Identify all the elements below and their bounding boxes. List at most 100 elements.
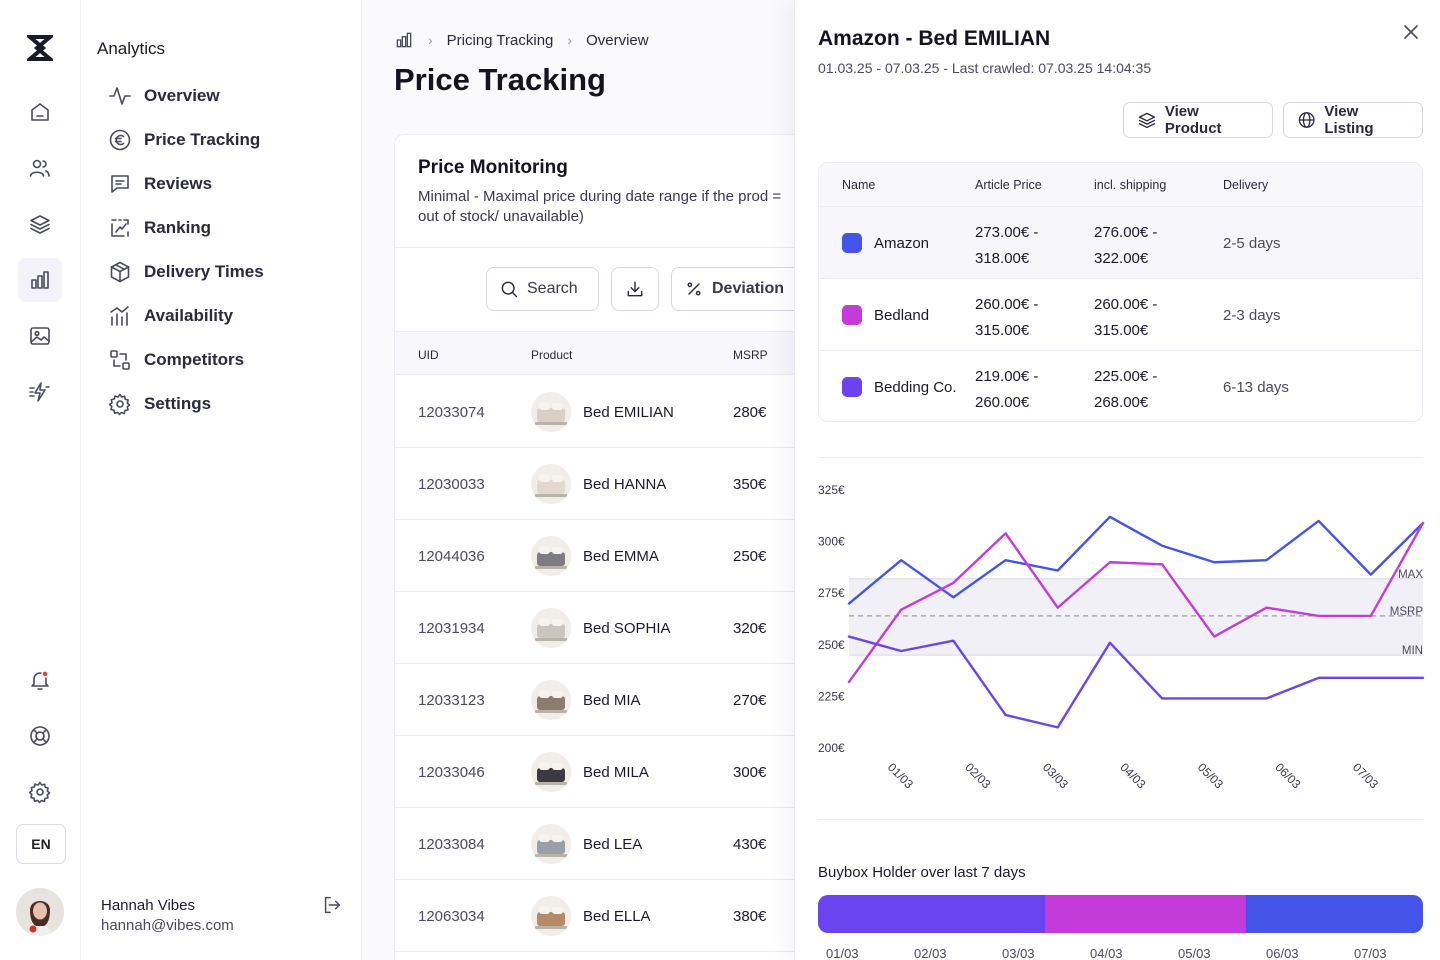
card-title: Price Monitoring (418, 157, 568, 178)
ranking-icon (111, 219, 129, 237)
column-header-product[interactable]: Product (531, 348, 573, 362)
article-price-range: 273.00€ -318.00€ (975, 224, 1039, 267)
table-row[interactable]: 12033074 Bed EMILIAN 280€ (395, 376, 794, 448)
series-line-2 (847, 635, 1425, 729)
delivery-time: 2-3 days (1223, 307, 1281, 324)
sidebar-item-overview[interactable]: Overview (108, 81, 220, 111)
detail-panel: Amazon - Bed EMILIAN 01.03.25 - 07.03.25… (794, 0, 1440, 960)
y-tick-label: 300€ (818, 535, 845, 549)
sidebar-item-label: Price Tracking (144, 130, 261, 149)
row-product[interactable]: Bed SOPHIA (583, 620, 671, 637)
support-icon[interactable] (18, 714, 62, 758)
row-product[interactable]: Bed HANNA (583, 476, 667, 493)
row-product[interactable]: Bed MIA (583, 692, 641, 709)
row-uid: 12063034 (418, 908, 485, 925)
sidebar-item-label: Reviews (144, 174, 213, 193)
seller-color-swatch (842, 305, 862, 325)
download-button[interactable] (611, 267, 659, 311)
bar-chart-icon[interactable] (18, 258, 62, 302)
y-tick-label: 225€ (818, 689, 845, 703)
table-row[interactable]: 12044036 Bed EMMA 250€ (395, 520, 794, 592)
sidebar-item-price-tracking[interactable]: Price Tracking (108, 125, 260, 155)
divider (818, 819, 1423, 820)
row-product[interactable]: Bed ELLA (583, 908, 651, 925)
product-thumbnail (531, 392, 571, 432)
column-header-incl-shipping[interactable]: incl. shipping (1094, 178, 1167, 192)
euro-icon (109, 129, 131, 151)
chevron-right-icon: › (428, 32, 433, 48)
column-header-msrp[interactable]: MSRP (733, 348, 768, 362)
buybox-day-label: 01/03 (826, 946, 859, 960)
sidebar-item-label: Overview (144, 86, 220, 105)
sidebar-item-competitors[interactable]: Competitors (108, 345, 244, 375)
product-thumbnail (531, 680, 571, 720)
sidebar-item-ranking[interactable]: Ranking (108, 213, 211, 243)
competitors-icon (110, 350, 130, 370)
sidebar-item-availability[interactable]: Availability (108, 301, 233, 331)
seller-row[interactable]: Amazon 273.00€ -318.00€ 276.00€ -322.00€ 2-… (819, 207, 1422, 279)
deviation-button[interactable]: Deviation (671, 267, 794, 311)
sidebar-item-label: Delivery Times (144, 262, 264, 281)
column-header-uid[interactable]: UID (418, 348, 439, 362)
seller-name: Amazon (874, 235, 930, 252)
image-icon[interactable] (18, 314, 62, 358)
gear-icon[interactable] (18, 770, 62, 814)
table-row[interactable]: 12063034 Bed ELLA 380€ (395, 880, 794, 952)
icon-rail: EN (0, 0, 81, 960)
bar-chart-icon[interactable] (394, 30, 414, 50)
table-row[interactable]: 12031934 Bed SOPHIA 320€ (395, 592, 794, 664)
home-icon[interactable] (18, 90, 62, 134)
row-msrp: 270€ (733, 692, 767, 709)
breadcrumb: › Pricing Tracking › Overview (394, 30, 649, 50)
close-button[interactable] (1401, 22, 1421, 42)
x-tick-label: 07/03 (1350, 760, 1381, 791)
users-icon[interactable] (18, 146, 62, 190)
view-listing-button[interactable]: View Listing (1283, 102, 1423, 138)
breadcrumb-item[interactable]: Pricing Tracking (446, 31, 554, 49)
buybox-segment[interactable] (1044, 895, 1247, 933)
buybox-segment[interactable] (818, 895, 1045, 933)
logo-icon[interactable] (24, 34, 56, 62)
buybox-day-labels: 01/03 02/03 03/03 04/03 05/03 06/03 07/03 (818, 946, 1423, 960)
bell-icon[interactable] (18, 658, 62, 702)
deviation-label: Deviation (712, 280, 785, 297)
sidebar-item-delivery-times[interactable]: Delivery Times (108, 257, 264, 287)
language-switch[interactable]: EN (16, 824, 66, 864)
lightning-icon[interactable] (18, 370, 62, 414)
column-header-name[interactable]: Name (842, 178, 876, 192)
column-header-delivery[interactable]: Delivery (1223, 178, 1269, 192)
sidebar-item-reviews[interactable]: Reviews (108, 169, 212, 199)
row-product[interactable]: Bed MILA (583, 764, 649, 781)
layers-icon[interactable] (18, 202, 62, 246)
column-header-article-price[interactable]: Article Price (975, 178, 1042, 192)
sidebar-nav: Analytics Overview Price Tracking Review… (81, 0, 362, 960)
sidebar-item-settings[interactable]: Settings (108, 389, 211, 419)
availability-icon (110, 306, 129, 326)
divider (818, 457, 1423, 458)
row-product[interactable]: Bed EMMA (583, 548, 659, 565)
search-button[interactable]: Search (486, 267, 599, 311)
x-tick-label: 02/03 (962, 760, 993, 791)
avatar[interactable] (16, 888, 64, 936)
buybox-day-label: 07/03 (1354, 946, 1387, 960)
user-name: Hannah Vibes (101, 897, 195, 914)
seller-row[interactable]: Bedland 260.00€ -315.00€ 260.00€ -315.00€ 2… (819, 279, 1422, 351)
row-uid: 12033123 (418, 692, 485, 709)
row-uid: 12033046 (418, 764, 485, 781)
sidebar-item-label: Competitors (144, 350, 245, 369)
logout-button[interactable] (321, 894, 345, 918)
row-product[interactable]: Bed LEA (583, 836, 643, 853)
view-product-button[interactable]: View Product (1123, 102, 1273, 138)
table-row[interactable]: 12033046 Bed MILA 300€ (395, 736, 794, 808)
seller-name: Bedland (874, 307, 930, 324)
table-row[interactable]: 12033084 Bed LEA 430€ (395, 808, 794, 880)
table-row[interactable]: 12030033 Bed HANNA 350€ (395, 448, 794, 520)
buybox-segment[interactable] (1246, 895, 1423, 933)
percent-icon (687, 282, 701, 296)
breadcrumb-item[interactable]: Overview (586, 31, 649, 49)
row-msrp: 350€ (733, 476, 767, 493)
table-row[interactable]: 12033123 Bed MIA 270€ (395, 664, 794, 736)
nav-section-title: Analytics (97, 39, 166, 58)
seller-row[interactable]: Bedding Co. 219.00€ -260.00€ 225.00€ -268.… (819, 351, 1422, 421)
row-product[interactable]: Bed EMILIAN (583, 404, 674, 421)
